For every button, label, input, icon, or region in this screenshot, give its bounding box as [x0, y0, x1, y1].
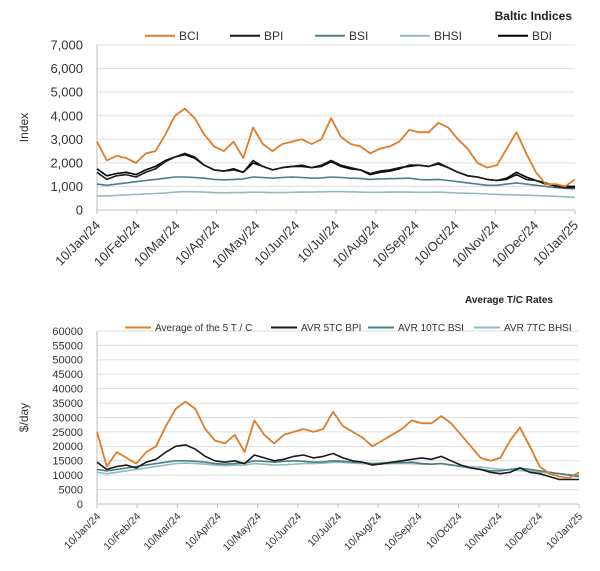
y-tick-label: 4,000	[50, 108, 83, 123]
legend-label: AVR 5TC BPI	[301, 323, 361, 334]
x-tick-label: 10/Mar/24	[142, 511, 184, 553]
legend-label: BSI	[349, 29, 368, 43]
series-line-4	[96, 461, 580, 476]
series-line-2	[96, 444, 579, 481]
y-tick-label: 2,000	[50, 155, 83, 170]
legend-label: BDI	[532, 29, 552, 43]
y-tick-label: 0	[76, 203, 83, 218]
x-tick-label: 10/Dec/24	[503, 511, 545, 553]
x-tick-label: 10/Jul/24	[305, 511, 344, 550]
chart-title: Average T/C Rates	[465, 295, 553, 306]
y-tick-label: 7,000	[50, 38, 83, 53]
y-tick-label: 35000	[52, 398, 83, 410]
average-tc-rates-chart: Average T/C Rates 0 5000 10000 15000 20000 250…	[17, 295, 585, 554]
series-line-1	[96, 400, 580, 480]
x-tick-label: 10/May/24	[221, 511, 264, 554]
y-tick-label: 50000	[52, 355, 83, 367]
series-line-4	[97, 190, 576, 199]
y-axis-title: Index	[17, 113, 31, 142]
x-tick-label: 10/Feb/24	[101, 511, 143, 553]
y-tick-label: 1,000	[50, 179, 83, 194]
y-tick-label: 0	[77, 499, 83, 511]
x-tick-label: 10/Jun/24	[263, 511, 304, 552]
y-tick-label: 25000	[52, 427, 83, 439]
y-tick-label: 60000	[52, 326, 83, 338]
y-tick-label: 40000	[52, 384, 83, 396]
x-tick-label: 10/Oct/24	[424, 511, 465, 552]
series-line-2	[96, 152, 575, 189]
legend-label: AVR 10TC BSI	[398, 323, 464, 334]
legend-label: BPI	[264, 29, 283, 43]
legend-label: BHSI	[434, 29, 462, 43]
series-line-3	[96, 459, 580, 478]
y-tick-label: 15000	[52, 456, 83, 468]
x-tick-label: 10/Jan/25	[544, 511, 585, 552]
legend-label: BCI	[179, 29, 199, 43]
y-tick-label: 5,000	[50, 85, 83, 100]
x-tick-label: 10/Sep/24	[382, 511, 424, 553]
legend-label: AVR 7TC BHSI	[504, 323, 572, 334]
series-line-3	[96, 176, 576, 190]
y-tick-label: 10000	[52, 470, 83, 482]
y-tick-label: 30000	[52, 412, 83, 424]
x-tick-label: 10/Jan/24	[62, 511, 103, 552]
y-tick-label: 55000	[52, 340, 83, 352]
y-axis-title: $/day	[17, 403, 31, 432]
y-tick-label: 5000	[59, 484, 83, 496]
y-tick-label: 6,000	[50, 61, 83, 76]
baltic-indices-chart: Baltic Indices 0 1,000 2,000 3,000 4,000 5,000…	[17, 9, 581, 271]
y-tick-label: 45000	[52, 369, 83, 381]
chart-title: Baltic Indices	[495, 9, 573, 23]
x-tick-label: 10/Aug/24	[342, 511, 384, 553]
series-line-1	[96, 107, 576, 188]
y-tick-label: 20000	[52, 441, 83, 453]
y-tick-label: 3,000	[50, 132, 83, 147]
legend-label: Average of the 5 T / C	[155, 323, 252, 334]
x-tick-label: 10/Apr/24	[183, 511, 224, 552]
x-tick-label: 10/Nov/24	[462, 511, 504, 553]
